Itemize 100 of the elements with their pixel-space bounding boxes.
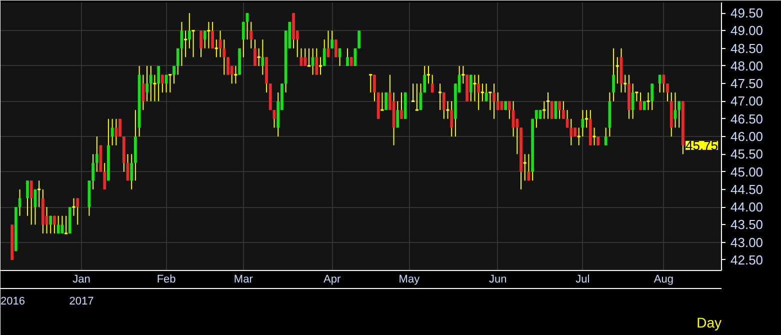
candlestick (373, 74, 376, 102)
y-tick-label: 45.50 (730, 146, 764, 162)
candlestick (542, 100, 546, 120)
candlestick (604, 127, 608, 146)
y-tick-label: 45.00 (730, 164, 764, 180)
candlestick (639, 92, 642, 111)
candlestick (330, 30, 334, 49)
candlestick (508, 100, 511, 120)
candlestick (146, 65, 148, 102)
candlestick (261, 39, 264, 76)
y-tick-label: 43.50 (730, 217, 764, 232)
candlestick (480, 83, 485, 102)
y-tick-label: 44.00 (730, 200, 764, 215)
candlestick (400, 92, 403, 120)
candlestick (211, 21, 214, 49)
candlestick (522, 154, 528, 182)
candlestick (396, 100, 400, 128)
candlestick (168, 74, 172, 93)
x-tick-label: Aug (654, 274, 674, 286)
x-tick-label: May (398, 274, 420, 286)
text: 2017 (69, 296, 94, 308)
y-tick-label: 46.00 (730, 129, 764, 144)
candlestick (570, 118, 573, 146)
candlestick (562, 100, 565, 120)
candlestick (64, 215, 68, 234)
candlestick (477, 74, 480, 111)
candlestick (492, 83, 496, 120)
candlestick (103, 162, 106, 190)
candlestick (172, 65, 176, 84)
candlestick (315, 48, 318, 76)
candlestick (662, 74, 666, 93)
x-tick-label: Jan (72, 274, 90, 286)
candlestick (358, 30, 361, 49)
candlestick (114, 118, 118, 146)
candlestick (546, 92, 550, 120)
candlestick (334, 39, 338, 58)
candlestick (49, 215, 52, 234)
candlestick (149, 65, 152, 102)
candlestick (200, 30, 202, 58)
candlestick (346, 48, 349, 66)
candlestick (534, 110, 538, 128)
candlestick (666, 83, 669, 102)
y-tick-label: 49.50 (730, 6, 764, 21)
candlestick (318, 56, 323, 76)
candlestick (188, 12, 191, 49)
text: Day (696, 314, 722, 330)
candlestick (92, 154, 94, 190)
y-tick-label: 47.00 (730, 94, 764, 109)
candlestick (160, 74, 164, 93)
candlestick (550, 100, 554, 120)
candlestick (157, 65, 160, 102)
candlestick (306, 48, 312, 67)
y-tick-label: 48.50 (730, 40, 764, 56)
x-tick-label: Jun (489, 274, 507, 286)
candlestick (183, 30, 188, 58)
y-tick-label: 49.00 (730, 23, 764, 38)
candlestick (410, 83, 416, 102)
candlestick (304, 48, 307, 66)
candlestick (322, 39, 326, 66)
candlestick (242, 21, 245, 58)
candlestick (496, 92, 500, 111)
candlestick (414, 83, 420, 111)
candlestick (438, 83, 442, 111)
candlestick (631, 83, 634, 120)
x-tick-label: Feb (156, 274, 176, 286)
candlestick (430, 74, 434, 93)
candlestick (36, 180, 42, 208)
candlestick (56, 215, 60, 234)
candlestick (53, 215, 56, 234)
y-tick-label: 48.00 (730, 58, 764, 74)
y-tick-label: 47.50 (730, 76, 764, 92)
candlestick (423, 65, 426, 93)
candlestick (426, 65, 431, 84)
candlestick (450, 100, 454, 137)
y-tick-label: 43.00 (730, 234, 764, 250)
candlestick (142, 74, 145, 111)
text: 2016 (0, 296, 25, 308)
candlestick (30, 180, 33, 226)
candlestick (442, 92, 446, 120)
candlestick (254, 39, 256, 66)
x-tick-label: Jul (576, 274, 590, 286)
candlestick (658, 74, 662, 93)
candlestick (368, 74, 373, 93)
candlestick (584, 110, 589, 128)
y-tick-label: 44.50 (730, 182, 764, 197)
candlestick (615, 56, 620, 84)
candlestick (558, 100, 562, 120)
candlestick (60, 215, 64, 234)
candlestick (76, 198, 80, 226)
text: 45.75 (686, 138, 718, 153)
candlestick (612, 48, 615, 102)
candlestick (650, 83, 654, 111)
candlestick (469, 74, 472, 102)
candlestick (678, 100, 681, 128)
y-tick-label: 42.50 (730, 252, 764, 268)
candlestick (26, 180, 29, 216)
candlestick (311, 48, 314, 76)
candlestick (110, 118, 114, 146)
candlestick (214, 39, 219, 58)
x-tick-label: Mar (234, 274, 254, 286)
